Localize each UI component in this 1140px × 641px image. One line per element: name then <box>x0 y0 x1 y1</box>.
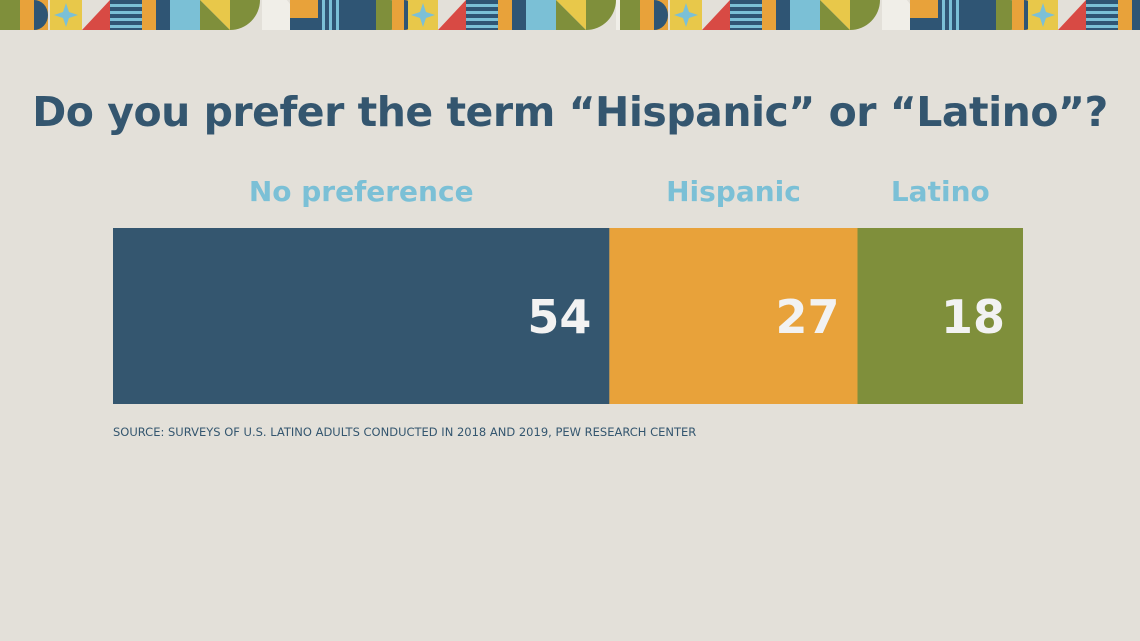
category-label-latino: Latino <box>891 175 990 208</box>
source-note: SOURCE: SURVEYS OF U.S. LATINO ADULTS CO… <box>113 425 697 439</box>
chart-title: Do you prefer the term “Hispanic” or “La… <box>32 88 1108 136</box>
value-label-hispanic: 27 <box>775 290 839 344</box>
stacked-bar-chart: No preference 54 Hispanic 27 Latino 18 <box>113 175 1023 404</box>
value-label-no-preference: 54 <box>527 290 591 344</box>
decorative-banner <box>0 0 1140 30</box>
bar-segment-latino <box>857 228 1023 404</box>
value-label-latino: 18 <box>941 290 1005 344</box>
bar-segment-hispanic <box>609 228 858 404</box>
bar-segment-no-preference <box>113 228 610 404</box>
category-label-no-preference: No preference <box>249 175 474 208</box>
category-label-hispanic: Hispanic <box>666 175 801 208</box>
